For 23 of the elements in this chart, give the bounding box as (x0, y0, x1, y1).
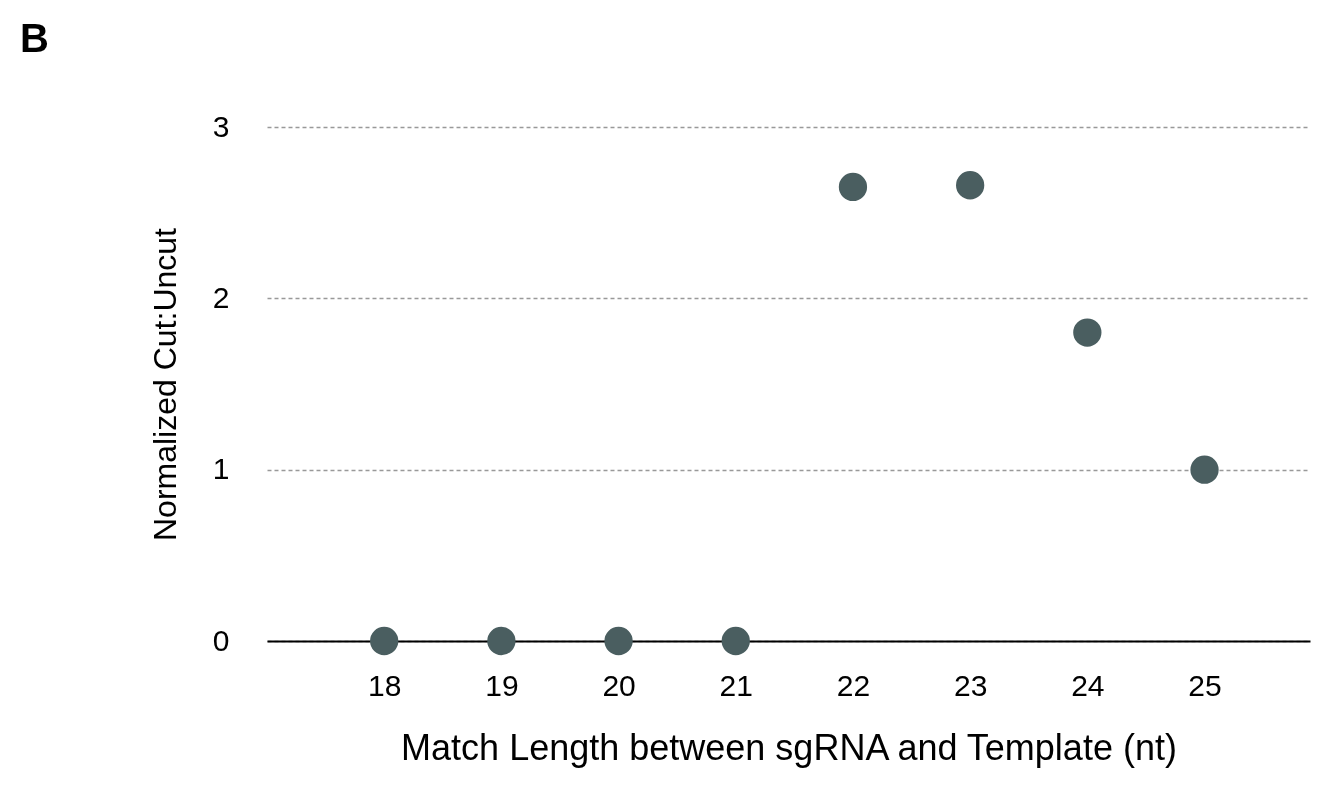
point (370, 626, 399, 656)
y-axis-title: Normalized Cut:Uncut (146, 227, 183, 541)
x-tick-label: 19 (485, 668, 519, 702)
x-tick-label: 20 (602, 668, 636, 702)
point (604, 626, 633, 656)
y-tick-label: 1 (212, 452, 230, 486)
point (721, 626, 750, 656)
x-tick-label: 23 (953, 668, 988, 702)
x-tick-label: 21 (719, 668, 753, 702)
x-tick-label: 24 (1071, 668, 1105, 702)
y-tick-label: 2 (212, 280, 230, 314)
point (956, 171, 985, 200)
point (1073, 318, 1102, 347)
point (487, 626, 516, 656)
point (1190, 455, 1219, 484)
x-tick-label: 22 (836, 668, 871, 702)
x-tick-label: 25 (1188, 668, 1222, 702)
x-tick-label: 18 (368, 668, 402, 702)
y-tick-label: 3 (212, 109, 230, 143)
y-tick-label: 0 (212, 623, 230, 657)
text: B (20, 16, 49, 60)
x-axis-title: Match Length between sgRNA and Template (nt) (401, 726, 1177, 768)
point (838, 172, 868, 202)
